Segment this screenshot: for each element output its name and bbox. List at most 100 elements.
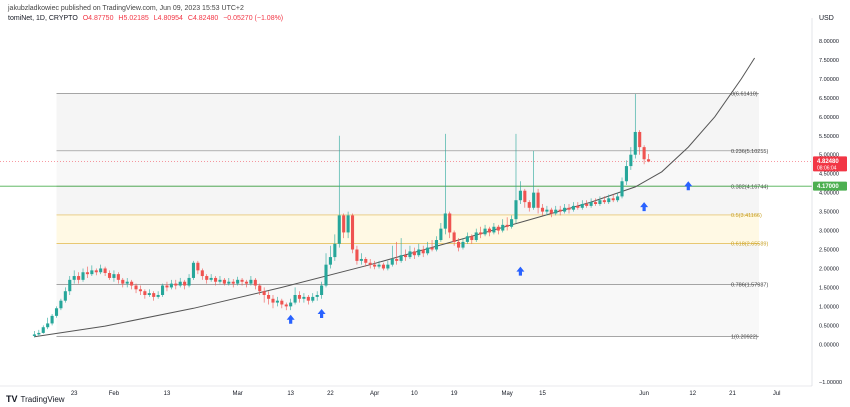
candle-body xyxy=(523,190,527,203)
candle-body xyxy=(134,285,138,290)
y-tick-label: 6.00000 xyxy=(819,115,839,121)
x-tick-label: Jun xyxy=(639,391,649,397)
candle-body xyxy=(103,268,107,274)
candle-body xyxy=(275,300,279,303)
candle-body xyxy=(174,283,178,286)
candle-body xyxy=(315,295,319,297)
candle-body xyxy=(165,285,169,288)
y-tick-label: 4.50000 xyxy=(819,172,839,178)
x-tick-label: May xyxy=(501,391,512,397)
candle-body xyxy=(421,249,425,254)
candle-body xyxy=(598,200,602,204)
candle-body xyxy=(41,327,45,333)
fib-zone xyxy=(56,150,759,187)
candle-body xyxy=(390,258,394,265)
candle-body xyxy=(63,291,67,301)
candle-body xyxy=(68,279,72,292)
candle-body xyxy=(160,285,165,295)
candle-body xyxy=(611,198,615,201)
candle-body xyxy=(342,215,346,233)
fib-zone xyxy=(56,214,759,244)
fib-zone xyxy=(56,186,759,215)
candle-body xyxy=(191,262,196,278)
candle-body xyxy=(563,207,567,212)
candle-body xyxy=(81,272,85,280)
tradingview-footer[interactable]: TV TradingView xyxy=(6,394,65,404)
candle-body xyxy=(99,268,103,273)
support-bounce-arrow xyxy=(286,314,295,324)
y-tick-label: 2.50000 xyxy=(819,248,839,254)
parabolic-trend-curve xyxy=(34,57,756,338)
y-tick-label: 5.50000 xyxy=(819,134,839,140)
y-tick-label: 3.50000 xyxy=(819,210,839,216)
candle-body xyxy=(147,293,151,295)
y-tick-label: 6.50000 xyxy=(819,96,839,102)
candle-body xyxy=(633,131,637,155)
candle-body xyxy=(580,204,584,208)
candle-body xyxy=(244,281,249,284)
candle-body xyxy=(54,308,59,316)
close-value: C4.82480 xyxy=(187,15,219,22)
candle-body xyxy=(593,202,598,204)
candle-body xyxy=(510,219,514,227)
fib-label: 0.618(2.65589) xyxy=(731,242,768,248)
candle-body xyxy=(514,200,518,220)
candle-body xyxy=(121,279,125,284)
candle-body xyxy=(571,205,575,210)
candle-body xyxy=(558,209,562,212)
y-tick-label: 1.50000 xyxy=(819,285,839,291)
candle-body xyxy=(536,192,540,208)
current-price-label: 4.82480 xyxy=(817,159,839,165)
support-bounce-arrow xyxy=(640,202,649,212)
candle-body xyxy=(430,247,434,250)
symbol-name[interactable]: tomiNet, 1D, CRYPTO xyxy=(8,15,78,22)
candle-body xyxy=(554,209,558,214)
candle-body xyxy=(271,298,275,303)
candle-body xyxy=(638,131,642,148)
candle-body xyxy=(297,295,302,299)
candle-body xyxy=(408,251,412,258)
candle-body xyxy=(130,281,134,286)
candle-body xyxy=(311,296,315,301)
candle-body xyxy=(585,204,589,206)
candle-body xyxy=(439,228,443,241)
candle-body xyxy=(479,232,483,235)
open-value: O4.87750 xyxy=(82,15,114,22)
candle-body xyxy=(156,295,160,297)
candle-body xyxy=(567,207,571,210)
candle-body xyxy=(457,241,461,248)
candle-body xyxy=(94,270,98,273)
candle-body xyxy=(253,279,257,286)
candle-body xyxy=(249,279,253,284)
candle-body xyxy=(501,224,505,231)
publisher-credit: jakubzladkowiec published on TradingView… xyxy=(8,5,244,12)
candle-body xyxy=(258,285,262,292)
candle-body xyxy=(487,228,492,233)
candle-body xyxy=(540,207,545,212)
x-tick-label: 22 xyxy=(327,391,334,397)
candle-body xyxy=(350,215,355,250)
candle-body xyxy=(474,232,478,241)
candle-body xyxy=(37,332,41,335)
x-tick-label: 13 xyxy=(287,391,294,397)
candle-body xyxy=(602,200,606,203)
candle-body xyxy=(183,281,187,286)
candle-body xyxy=(461,241,465,248)
candle-body xyxy=(196,262,200,271)
candle-body xyxy=(377,264,381,267)
candle-body xyxy=(138,289,142,292)
candle-body xyxy=(222,279,226,284)
candle-body xyxy=(412,251,416,256)
candle-body xyxy=(505,224,509,227)
candle-body xyxy=(386,264,390,269)
price-axis-currency: USD xyxy=(819,15,834,22)
low-value: L4.80954 xyxy=(153,15,183,22)
candle-body xyxy=(532,192,536,208)
tradingview-logo-icon: TV xyxy=(6,394,18,404)
y-tick-label: 2.00000 xyxy=(819,266,839,272)
candle-body xyxy=(443,213,447,229)
tradingview-brand: TradingView xyxy=(20,394,65,404)
candle-body xyxy=(77,276,81,280)
candle-body xyxy=(46,323,50,328)
